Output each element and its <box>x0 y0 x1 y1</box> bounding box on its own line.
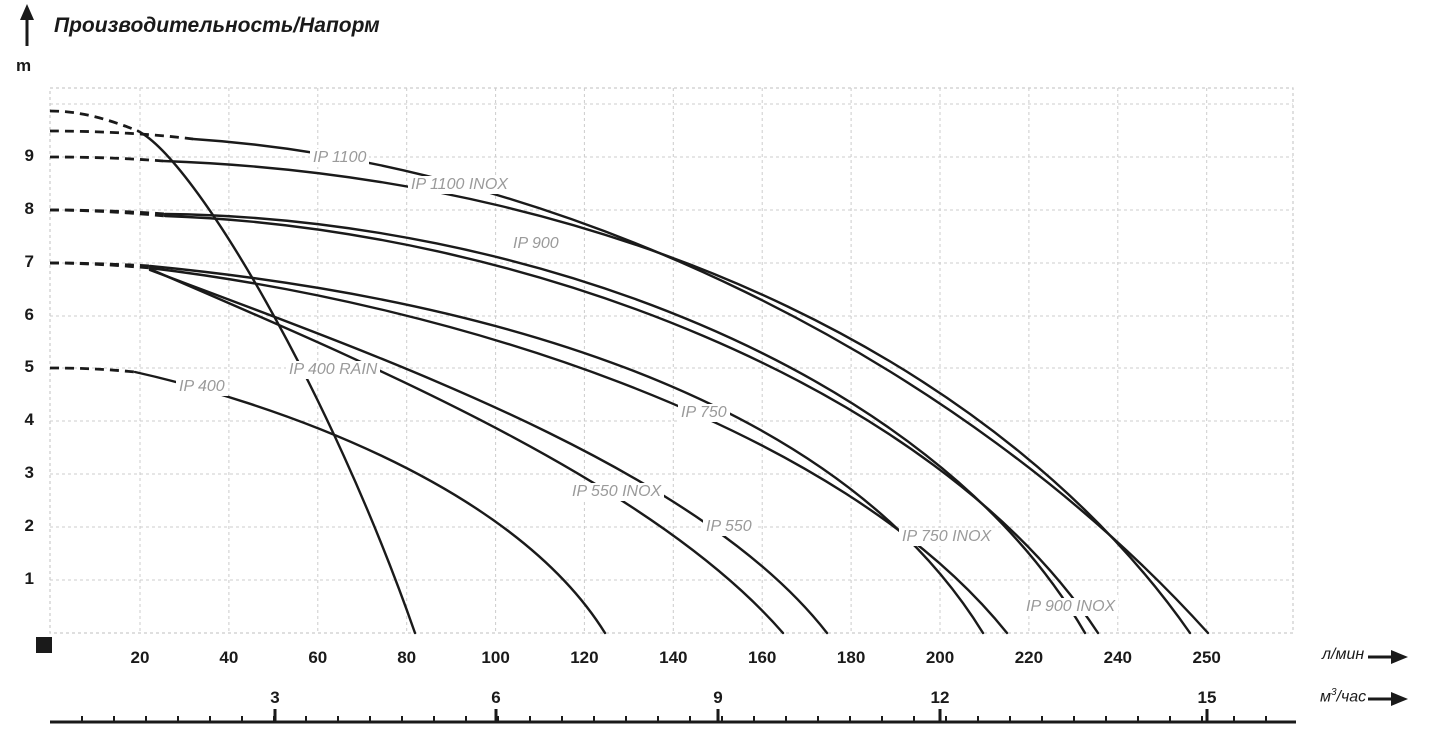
x-tick-lmin-200: 200 <box>925 648 955 667</box>
x-tick-lmin-20: 20 <box>130 648 150 667</box>
x-tick-lmin-120: 120 <box>570 648 599 667</box>
x-tick-lmin-100: 100 <box>481 648 510 667</box>
curve-IP 1100 INOX <box>161 159 1192 635</box>
y-axis-arrow-icon <box>20 4 34 20</box>
curve-IP 550 <box>148 268 829 635</box>
plot-border <box>49 87 1294 634</box>
curve-dashed-IP 1100 <box>49 129 194 141</box>
x-tick-lmin-180: 180 <box>836 648 866 667</box>
m3h-axis-label: м3/час <box>1320 687 1367 706</box>
curve-label-IP 1100: IP 1100 <box>310 149 370 167</box>
curve-IP 750 <box>148 264 985 635</box>
y-tick-label-9: 9 <box>24 146 34 165</box>
curve-label-IP 900 INOX: IP 900 INOX <box>1023 598 1119 616</box>
y-tick-label-1: 1 <box>24 569 34 588</box>
curve-label-IP 400 RAIN: IP 400 RAIN <box>286 361 381 379</box>
x-tick-m3h-6: 6 <box>491 688 501 707</box>
curve-label-IP 1100 INOX: IP 1100 INOX <box>408 176 511 194</box>
curve-dashed-IP 400 RAIN <box>49 109 139 133</box>
flow-axis-arrow-icon <box>1391 650 1408 664</box>
x-tick-lmin-240: 240 <box>1103 648 1132 667</box>
curve-dashed-IP 400 <box>49 366 136 374</box>
curve-label-IP 750 INOX: IP 750 INOX <box>899 528 995 546</box>
flow-axis-arrow-icon <box>1391 692 1408 706</box>
curve-IP 550 INOX <box>148 267 785 635</box>
x-tick-lmin-250: 250 <box>1192 648 1221 667</box>
curve-dashed-IP 1100 INOX <box>49 155 164 163</box>
x-tick-lmin-40: 40 <box>219 648 239 667</box>
x-tick-m3h-9: 9 <box>713 688 723 707</box>
curve-IP 750 INOX <box>148 266 1009 635</box>
curve-IP 400 RAIN <box>136 129 417 635</box>
x-tick-m3h-15: 15 <box>1197 688 1217 707</box>
y-tick-label-5: 5 <box>24 357 34 376</box>
y-tick-label-8: 8 <box>24 199 34 218</box>
curve-dashed-IP 750 INOX <box>49 261 151 270</box>
curve-label-IP 550: IP 550 <box>703 518 755 536</box>
lmin-axis-label: л/мин <box>1322 646 1365 663</box>
chart-title: Производительность/Напорм <box>54 14 380 37</box>
x-tick-lmin-220: 220 <box>1014 648 1044 667</box>
curve-IP 900 INOX <box>163 214 1100 635</box>
curve-IP 900 <box>163 212 1087 635</box>
x-tick-lmin-160: 160 <box>748 648 777 667</box>
curve-IP 400 <box>133 370 607 635</box>
origin-square-marker <box>36 637 52 653</box>
x-tick-lmin-60: 60 <box>308 648 328 667</box>
y-axis-unit-label: m <box>16 56 32 75</box>
curve-label-IP 400: IP 400 <box>176 378 228 396</box>
curve-label-IP 750: IP 750 <box>678 404 730 422</box>
x-tick-m3h-3: 3 <box>270 688 280 707</box>
x-tick-lmin-80: 80 <box>397 648 417 667</box>
y-tick-label-6: 6 <box>24 305 34 324</box>
curve-dashed-IP 900 INOX <box>49 208 166 218</box>
y-tick-label-2: 2 <box>24 516 34 535</box>
curve-IP 1100 <box>191 137 1210 635</box>
x-tick-lmin-140: 140 <box>659 648 688 667</box>
x-tick-m3h-12: 12 <box>930 688 950 707</box>
curve-label-IP 550 INOX: IP 550 INOX <box>569 483 665 501</box>
curve-label-IP 900: IP 900 <box>510 235 562 253</box>
y-tick-label-4: 4 <box>24 410 34 429</box>
y-tick-label-3: 3 <box>24 463 34 482</box>
y-tick-label-7: 7 <box>24 252 34 271</box>
